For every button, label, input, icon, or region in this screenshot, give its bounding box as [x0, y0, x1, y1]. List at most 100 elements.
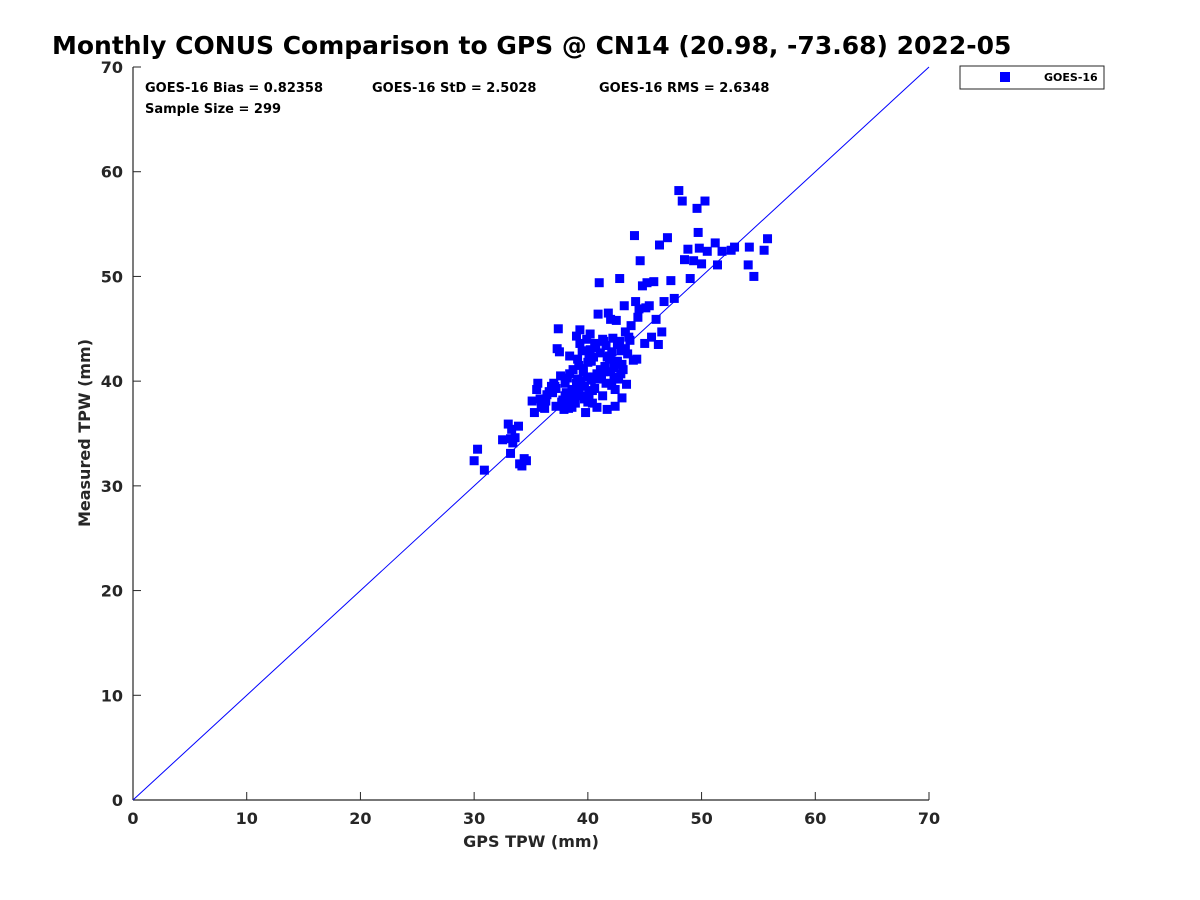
chart-title: Monthly CONUS Comparison to GPS @ CN14 (…: [52, 31, 1011, 60]
data-point: [710, 238, 720, 248]
data-point: [517, 461, 527, 471]
data-point: [536, 402, 546, 412]
data-point: [571, 378, 581, 388]
data-point: [587, 398, 597, 408]
data-point: [565, 351, 575, 361]
data-point: [595, 365, 605, 375]
data-point: [683, 244, 693, 254]
data-point: [763, 234, 773, 244]
data-point: [575, 325, 585, 335]
data-point: [595, 348, 605, 358]
y-tick-label: 0: [112, 791, 123, 810]
data-point: [583, 397, 593, 407]
data-point: [532, 385, 542, 395]
data-point: [609, 363, 619, 373]
data-point: [594, 374, 604, 384]
data-point: [657, 327, 667, 337]
data-point: [561, 388, 571, 398]
data-point: [662, 233, 672, 243]
y-tick-label: 30: [101, 477, 123, 496]
data-point: [637, 281, 647, 291]
data-point: [640, 338, 650, 348]
data-point: [689, 256, 699, 266]
data-point: [634, 304, 644, 314]
data-point: [697, 259, 707, 269]
data-point: [759, 245, 769, 255]
y-tick-label: 50: [101, 267, 123, 286]
legend-marker-square: [1000, 72, 1010, 82]
data-point: [578, 364, 588, 374]
y-tick-label: 10: [101, 686, 123, 705]
data-point: [617, 393, 627, 403]
data-point: [693, 227, 703, 237]
data-point: [622, 379, 632, 389]
y-tick-label: 40: [101, 372, 123, 391]
legend-box: [959, 65, 1105, 90]
data-point: [680, 255, 690, 265]
std-stat: GOES-16 StD = 2.5028: [372, 81, 536, 96]
data-point: [749, 271, 759, 281]
data-point: [567, 402, 577, 412]
x-tick-label: 10: [236, 809, 258, 828]
data-point: [585, 329, 595, 339]
data-point: [615, 336, 625, 346]
data-point: [619, 301, 629, 311]
data-point: [635, 256, 645, 266]
data-point: [685, 274, 695, 284]
data-point: [565, 369, 575, 379]
data-point: [625, 335, 635, 345]
data-point: [642, 278, 652, 288]
data-point: [521, 456, 531, 466]
data-point: [694, 243, 704, 253]
data-point: [654, 240, 664, 250]
data-point: [594, 278, 604, 288]
data-point: [608, 333, 618, 343]
x-tick-label: 30: [463, 809, 485, 828]
data-point: [575, 338, 585, 348]
rms-stat: GOES-16 RMS = 2.6348: [599, 81, 769, 96]
data-point: [626, 321, 636, 331]
data-point: [506, 448, 516, 458]
data-point: [631, 297, 641, 307]
data-point: [666, 276, 676, 286]
data-point: [541, 396, 551, 406]
data-point: [601, 378, 611, 388]
data-point: [560, 378, 570, 388]
data-point: [584, 349, 594, 359]
data-point: [712, 260, 722, 270]
data-point: [586, 356, 596, 366]
data-point: [571, 331, 581, 341]
data-point: [610, 385, 620, 395]
data-point: [508, 438, 518, 448]
y-axis-label: Measured TPW (mm): [75, 339, 94, 527]
data-point: [614, 374, 624, 384]
data-point: [629, 231, 639, 241]
data-point: [674, 186, 684, 196]
data-point: [593, 309, 603, 319]
data-point: [513, 421, 523, 431]
data-point: [623, 349, 633, 359]
data-point: [603, 308, 613, 318]
data-point: [659, 297, 669, 307]
data-point: [700, 196, 710, 206]
x-tick-label: 50: [690, 809, 712, 828]
data-point: [612, 356, 622, 366]
data-point: [579, 381, 589, 391]
bias-stat: GOES-16 Bias = 0.82358: [145, 81, 323, 96]
data-point: [469, 456, 479, 466]
plot-axes: [132, 67, 929, 801]
data-point: [606, 314, 616, 324]
data-point: [602, 404, 612, 414]
data-point: [647, 332, 657, 342]
data-point: [601, 341, 611, 351]
data-point: [589, 372, 599, 382]
data-point: [559, 404, 569, 414]
data-point: [551, 401, 561, 411]
data-point: [527, 396, 537, 406]
data-point: [600, 361, 610, 371]
x-tick-label: 70: [918, 809, 940, 828]
data-point: [611, 315, 621, 325]
x-tick-label: 40: [577, 809, 599, 828]
data-point: [573, 354, 583, 364]
